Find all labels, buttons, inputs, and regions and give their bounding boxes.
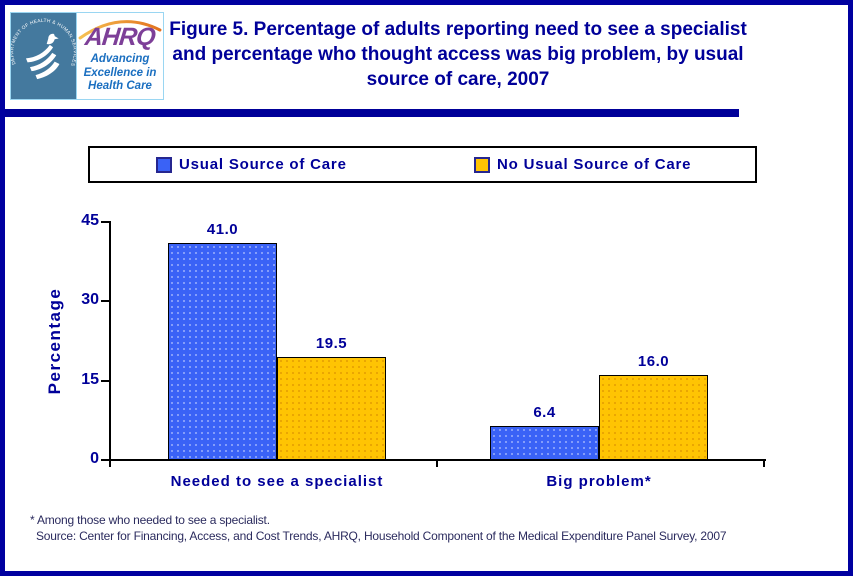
- legend-swatch-usual-source: [156, 156, 172, 173]
- bar-no-usual-1: [599, 375, 708, 460]
- ahrq-arc-icon: [78, 20, 162, 40]
- bar-value-label: 41.0: [206, 221, 239, 238]
- bar-usual-0: [168, 243, 277, 460]
- bar-no-usual-0: [277, 357, 386, 460]
- y-tick-label: 30: [81, 291, 99, 309]
- x-category-label: Big problem*: [546, 473, 652, 490]
- legend-label-no-usual-source: No Usual Source of Care: [497, 156, 692, 173]
- bar-chart: Percentage 0 15 30 45 Needed to see a specia…: [5, 5, 848, 571]
- legend-swatch-no-usual-source: [474, 156, 490, 173]
- y-tick-mark: [101, 459, 110, 461]
- x-category-label: Needed to see a specialist: [170, 473, 384, 490]
- footnote-asterisk: * Among those who needed to see a specia…: [30, 513, 270, 527]
- legend-item-no-usual-source: No Usual Source of Care: [474, 148, 691, 181]
- ahrq-tagline: Advancing Excellence in Health Care: [83, 53, 157, 93]
- y-axis-line: [109, 221, 111, 462]
- bar-value-label: 19.5: [315, 335, 348, 352]
- y-tick-mark: [101, 379, 110, 382]
- hhs-seal-logo: DEPARTMENT OF HEALTH & HUMAN SERVICES • …: [11, 13, 76, 99]
- bar-value-label: 6.4: [533, 404, 556, 421]
- y-tick-mark: [101, 221, 110, 223]
- y-axis-title: Percentage: [45, 287, 64, 395]
- ahrq-logo: AHRQ Advancing Excellence in Health Care: [76, 13, 163, 99]
- y-tick-mark: [101, 300, 110, 303]
- x-tick-mark: [436, 460, 438, 467]
- y-tick-label: 0: [90, 450, 99, 467]
- x-tick-mark: [109, 460, 111, 467]
- bar-value-label: 16.0: [637, 353, 670, 370]
- figure-title: Figure 5. Percentage of adults reporting…: [169, 19, 747, 90]
- y-tick-label: 15: [81, 370, 99, 388]
- legend-item-usual-source: Usual Source of Care: [156, 148, 347, 181]
- y-tick-label: 45: [81, 212, 99, 229]
- header-divider: [5, 109, 739, 117]
- x-tick-mark: [763, 460, 765, 467]
- bar-usual-1: [490, 426, 599, 460]
- hhs-eagle-icon: DEPARTMENT OF HEALTH & HUMAN SERVICES • …: [11, 13, 76, 99]
- chart-legend: Usual Source of Care No Usual Source of …: [88, 146, 757, 183]
- legend-label-usual-source: Usual Source of Care: [179, 156, 347, 173]
- footnote-source: Source: Center for Financing, Access, an…: [36, 529, 727, 543]
- agency-logo: DEPARTMENT OF HEALTH & HUMAN SERVICES • …: [10, 12, 164, 100]
